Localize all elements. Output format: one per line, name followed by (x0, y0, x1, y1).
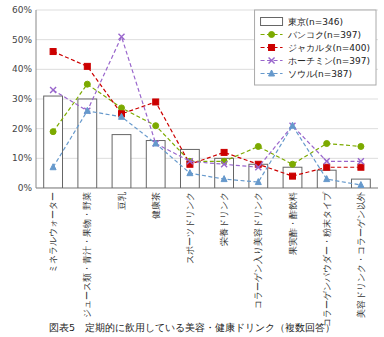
legend-item: ジャカルタ(n=400) (261, 43, 370, 53)
legend-marker (269, 32, 275, 38)
chart: 0% 10% 20% 30% 40% 50% 60% ミネラルウォーター ジュース類・青汁・果物… (0, 0, 384, 337)
line-series (50, 49, 364, 180)
line-series (50, 81, 364, 167)
bar (215, 158, 234, 188)
bar (351, 179, 370, 188)
x-tick-label: 美容ドリンク・コラーゲン以外 (356, 192, 366, 318)
legend-label: 東京(n=346) (288, 17, 343, 27)
marker (153, 140, 159, 146)
marker (84, 81, 90, 87)
legend-label: バンコク(n=397) (287, 30, 361, 40)
x-tick-label: スポーツドリンク (185, 192, 195, 264)
legend-item: 東京(n=346) (261, 17, 343, 27)
legend: 東京(n=346) バンコク(n=397) ジャカルタ(n=400) ホーチミン(n=… (255, 10, 376, 85)
bar (44, 96, 63, 188)
line (53, 111, 361, 185)
marker (84, 108, 90, 114)
legend-marker (269, 45, 275, 51)
bar-series (44, 96, 371, 188)
x-tick-label: 健康茶 (151, 192, 161, 219)
legend-item: ホーチミン(n=397) (261, 56, 370, 66)
marker (50, 49, 56, 55)
legend-label: ホーチミン(n=397) (288, 56, 370, 66)
legend-marker (269, 70, 275, 76)
marker (290, 161, 296, 167)
marker (119, 34, 125, 40)
x-tick-label: 栄養ドリンク (219, 192, 229, 246)
marker (358, 158, 364, 164)
marker (324, 141, 330, 147)
marker (324, 176, 330, 182)
x-tick-label: コラーゲンパウダー・粉末タイプ (322, 191, 332, 327)
marker (187, 170, 193, 176)
marker (358, 182, 364, 188)
title: 図表5 定期的に飲用している美容・健康ドリンク（複数回答） (49, 322, 335, 333)
marker (221, 161, 227, 167)
marker (255, 143, 261, 149)
line-series (50, 107, 364, 187)
marker (221, 149, 227, 155)
legend-marker (269, 58, 275, 64)
plot-area (44, 34, 371, 188)
bar (317, 170, 336, 188)
marker (50, 164, 56, 170)
x-tick-label: 果実酢・酢飲料 (288, 192, 298, 255)
x-tick-label: 豆乳 (117, 192, 127, 210)
marker (153, 123, 159, 129)
line (53, 52, 361, 177)
legend-swatch (261, 18, 283, 26)
y-tick-label: 40% (12, 64, 32, 74)
marker (221, 176, 227, 182)
legend-label: ジャカルタ(n=400) (288, 43, 370, 53)
marker (153, 99, 159, 105)
marker (50, 87, 56, 93)
bar (112, 135, 131, 188)
marker (119, 113, 125, 119)
marker (324, 158, 330, 164)
marker (324, 164, 330, 170)
legend-label: ソウル(n=387) (288, 69, 352, 79)
marker (290, 123, 296, 129)
marker (255, 179, 261, 185)
marker (255, 164, 261, 170)
bar (249, 164, 268, 188)
marker (84, 63, 90, 69)
bar (146, 141, 165, 188)
marker (50, 129, 56, 135)
x-tick-label: コラーゲン入り美容ドリンク (253, 192, 263, 309)
bar (283, 167, 302, 188)
y-tick-label: 60% (12, 5, 32, 15)
y-tick-label: 10% (12, 153, 32, 163)
marker (84, 107, 90, 113)
marker (358, 143, 364, 149)
legend-item: ソウル(n=387) (261, 69, 352, 79)
y-axis (36, 10, 37, 188)
y-tick-label: 50% (12, 35, 32, 45)
marker (358, 164, 364, 170)
legend-box (255, 10, 376, 85)
x-tick-label: ミネラルウォーター (48, 192, 58, 273)
marker (290, 122, 296, 128)
legend-item: バンコク(n=397) (261, 30, 361, 40)
marker (290, 173, 296, 179)
y-tick-label: 0% (18, 183, 33, 193)
line (53, 84, 361, 164)
marker (153, 141, 159, 147)
marker (187, 158, 193, 164)
y-tick-label: 20% (12, 124, 32, 134)
x-tick-label: ジュース類・青汁・果物・野菜 (82, 192, 92, 318)
y-tick-label: 30% (12, 94, 32, 104)
grid (36, 10, 378, 188)
